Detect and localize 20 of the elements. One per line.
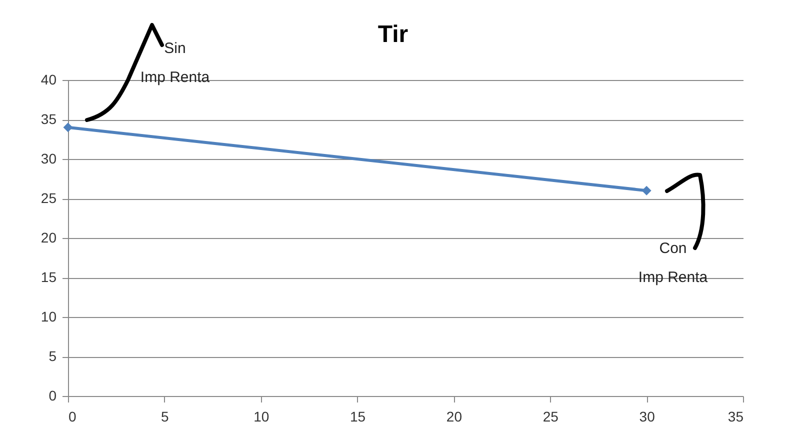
y-tick-label: 40: [40, 72, 57, 88]
x-tick-label: 30: [639, 408, 656, 424]
y-tick-label: 30: [40, 150, 57, 166]
x-tick-label: 15: [350, 408, 366, 424]
x-tick-label: 35: [728, 408, 744, 424]
x-tick-label: 10: [254, 408, 270, 424]
y-tick-label: 10: [40, 308, 57, 324]
chart-title: Tir: [378, 21, 408, 48]
y-tick-label: 0: [48, 388, 57, 404]
y-tick-label: 15: [40, 269, 57, 285]
y-tick-label: 25: [40, 190, 57, 206]
x-tick-label: 20: [446, 408, 462, 424]
x-tick-label: 5: [161, 408, 170, 424]
annotation: Con Imp Renta: [638, 240, 708, 286]
y-tick-label: 5: [48, 348, 57, 364]
y-tick-label: 35: [40, 111, 57, 127]
annotation: Sin Imp Renta: [140, 40, 210, 86]
x-tick-label: 25: [542, 408, 559, 424]
x-tick-label: 0: [68, 408, 76, 424]
y-tick-label: 20: [40, 230, 57, 246]
